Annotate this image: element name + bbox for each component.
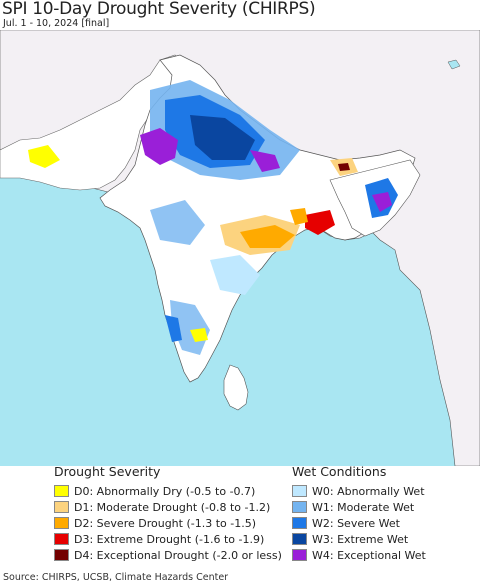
w1-label: W1: Moderate Wet (312, 500, 415, 514)
d0-swatch (54, 485, 69, 497)
d3-label: D3: Extreme Drought (-1.6 to -1.9) (74, 532, 265, 546)
map-title: SPI 10-Day Drought Severity (CHIRPS) (2, 0, 316, 19)
d0-south (190, 328, 208, 342)
map-subtitle: Jul. 1 - 10, 2024 [final] (3, 18, 110, 29)
w4-north-region (140, 128, 178, 165)
w1-central (150, 200, 205, 245)
legend-item-d2: D2: Severe Drought (-1.3 to -1.5) (54, 516, 256, 530)
d1-label: D1: Moderate Drought (-0.8 to -1.2) (74, 500, 271, 514)
d2-swatch (54, 517, 69, 529)
d2-central (240, 225, 295, 248)
wet-legend-title: Wet Conditions (292, 464, 387, 479)
d2-east (290, 208, 308, 225)
d3-east (305, 210, 335, 235)
d4-label: D4: Exceptional Drought (-2.0 or less) (74, 548, 282, 562)
w4-northeast (372, 192, 392, 212)
w4-swatch (292, 549, 307, 561)
legend-item-w1: W1: Moderate Wet (292, 500, 414, 514)
legend-item-d4: D4: Exceptional Drought (-2.0 or less) (54, 548, 282, 562)
w4-up-region (250, 150, 280, 172)
d4-swatch (54, 549, 69, 561)
lake-feature (447, 59, 461, 70)
legend-item-w2: W2: Severe Wet (292, 516, 400, 530)
legend: Drought Severity Wet Conditions D0: Abno… (0, 462, 480, 572)
legend-item-w0: W0: Abnormally Wet (292, 484, 425, 498)
sri-lanka (223, 364, 249, 411)
d0-label: D0: Abnormally Dry (-0.5 to -0.7) (74, 484, 256, 498)
w4-label: W4: Exceptional Wet (312, 548, 426, 562)
drought-legend-title: Drought Severity (54, 464, 161, 479)
legend-item-d0: D0: Abnormally Dry (-0.5 to -0.7) (54, 484, 255, 498)
w1-south (170, 300, 210, 355)
source-credit: Source: CHIRPS, UCSB, Climate Hazards Ce… (3, 572, 229, 583)
d1-swatch (54, 501, 69, 513)
drought-map (0, 30, 480, 466)
d2-label: D2: Severe Drought (-1.3 to -1.5) (74, 516, 257, 530)
w0-scatter (210, 255, 260, 295)
legend-item-w4: W4: Exceptional Wet (292, 548, 426, 562)
w3-north-region (190, 115, 255, 160)
legend-item-w3: W3: Extreme Wet (292, 532, 408, 546)
w2-label: W2: Severe Wet (312, 516, 400, 530)
legend-item-d3: D3: Extreme Drought (-1.6 to -1.9) (54, 532, 264, 546)
d3-swatch (54, 533, 69, 545)
d0-west (28, 145, 60, 168)
w3-swatch (292, 533, 307, 545)
w3-label: W3: Extreme Wet (312, 532, 409, 546)
w2-west-coast (165, 315, 182, 342)
w0-label: W0: Abnormally Wet (312, 484, 425, 498)
d4-nepal (338, 163, 350, 171)
legend-item-d1: D1: Moderate Drought (-0.8 to -1.2) (54, 500, 270, 514)
w1-swatch (292, 501, 307, 513)
w2-swatch (292, 517, 307, 529)
w0-swatch (292, 485, 307, 497)
